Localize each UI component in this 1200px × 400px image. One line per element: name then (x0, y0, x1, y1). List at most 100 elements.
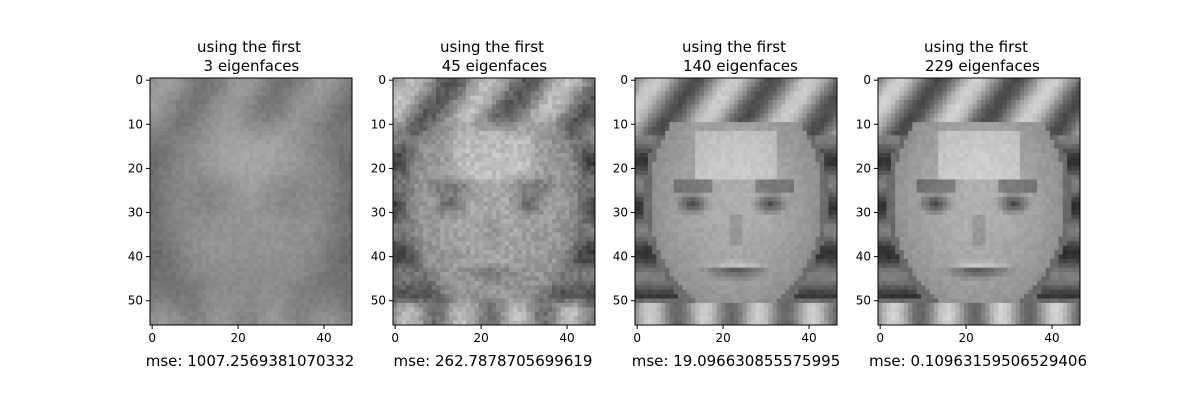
image-pixel (492, 210, 497, 215)
image-pixel (189, 303, 194, 308)
image-pixel (470, 135, 475, 140)
image-pixel (206, 118, 211, 123)
image-pixel (309, 157, 314, 162)
image-pixel (189, 144, 194, 149)
image-pixel (150, 188, 155, 193)
image-pixel (427, 285, 432, 290)
image-pixel (419, 246, 424, 251)
image-pixel (240, 202, 245, 207)
image-pixel (322, 197, 327, 202)
image-pixel (305, 193, 310, 198)
image-pixel (210, 100, 215, 105)
image-pixel (539, 157, 544, 162)
image-pixel (518, 122, 523, 127)
image-pixel (262, 232, 267, 237)
image-pixel (189, 104, 194, 109)
image-pixel (565, 250, 570, 255)
image-pixel (531, 237, 536, 242)
image-pixel (505, 100, 510, 105)
image-pixel (449, 104, 454, 109)
image-pixel (262, 272, 267, 277)
image-pixel (219, 113, 224, 118)
image-pixel (159, 268, 164, 273)
image-pixel (505, 259, 510, 264)
image-pixel (249, 188, 254, 193)
image-pixel (453, 215, 458, 220)
image-pixel (219, 91, 224, 96)
image-pixel (410, 228, 415, 233)
image-pixel (322, 82, 327, 87)
image-pixel (331, 272, 336, 277)
image-pixel (539, 228, 544, 233)
image-pixel (440, 281, 445, 286)
image-pixel (406, 131, 411, 136)
image-pixel (300, 131, 305, 136)
image-pixel (462, 122, 467, 127)
image-pixel (176, 219, 181, 224)
image-pixel (275, 281, 280, 286)
image-pixel (509, 127, 514, 132)
image-pixel (206, 303, 211, 308)
image-pixel (339, 162, 344, 167)
image-pixel (236, 131, 241, 136)
image-pixel (193, 91, 198, 96)
image-pixel (266, 157, 271, 162)
image-pixel (582, 210, 587, 215)
image-pixel (397, 210, 402, 215)
image-pixel (163, 215, 168, 220)
image-pixel (283, 140, 288, 145)
image-pixel (565, 162, 570, 167)
image-pixel (565, 210, 570, 215)
image-pixel (300, 78, 305, 83)
image-pixel (427, 135, 432, 140)
image-pixel (470, 294, 475, 299)
image-pixel (335, 104, 340, 109)
image-pixel (539, 259, 544, 264)
image-pixel (496, 153, 501, 158)
image-pixel (445, 268, 450, 273)
image-pixel (159, 109, 164, 114)
image-pixel (496, 202, 501, 207)
image-pixel (309, 140, 314, 145)
image-pixel (462, 210, 467, 215)
image-pixel (402, 210, 407, 215)
image-pixel (288, 263, 293, 268)
image-pixel (574, 241, 579, 246)
image-pixel (189, 224, 194, 229)
image-pixel (522, 166, 527, 171)
image-pixel (326, 140, 331, 145)
image-pixel (313, 263, 318, 268)
image-pixel (283, 166, 288, 171)
image-pixel (565, 246, 570, 251)
image-pixel (180, 215, 185, 220)
image-pixel (227, 127, 232, 132)
image-pixel (184, 162, 189, 167)
image-pixel (402, 157, 407, 162)
image-pixel (543, 113, 548, 118)
image-pixel (492, 219, 497, 224)
image-pixel (249, 246, 254, 251)
image-pixel (393, 268, 398, 273)
image-pixel (522, 268, 527, 273)
image-pixel (180, 228, 185, 233)
image-pixel (335, 250, 340, 255)
image-pixel (197, 171, 202, 176)
image-pixel (475, 104, 480, 109)
image-pixel (270, 104, 275, 109)
image-pixel (479, 188, 484, 193)
image-pixel (432, 272, 437, 277)
image-pixel (266, 254, 271, 259)
image-pixel (509, 82, 514, 87)
image-pixel (569, 276, 574, 281)
image-pixel (475, 100, 480, 105)
image-pixel (565, 118, 570, 123)
image-pixel (236, 246, 241, 251)
image-pixel (202, 100, 207, 105)
image-pixel (526, 224, 531, 229)
image-pixel (419, 272, 424, 277)
image-pixel (202, 210, 207, 215)
image-pixel (492, 144, 497, 149)
image-pixel (223, 149, 228, 154)
image-pixel (180, 118, 185, 123)
